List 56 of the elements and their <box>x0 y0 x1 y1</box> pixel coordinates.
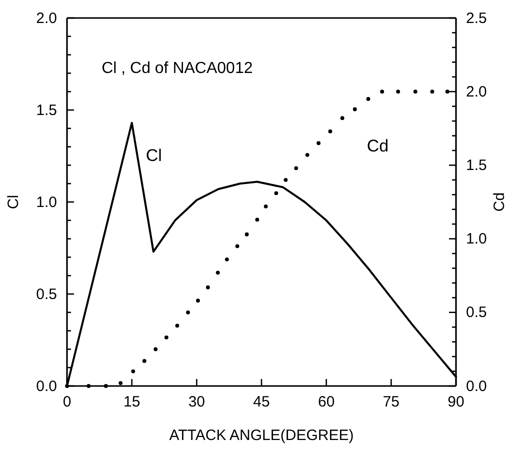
y-tick-label: 2.0 <box>36 10 57 27</box>
point <box>142 359 146 363</box>
point <box>340 116 344 120</box>
point <box>131 369 136 374</box>
point <box>274 191 278 196</box>
point <box>284 178 288 182</box>
series-label: Cd <box>366 136 389 156</box>
point <box>380 90 384 94</box>
point <box>294 166 298 170</box>
point <box>352 107 357 112</box>
point <box>316 141 321 146</box>
point <box>186 310 190 314</box>
y2-tick-label: 2.5 <box>466 10 487 27</box>
point <box>164 335 168 340</box>
y2-tick-label: 1.0 <box>466 230 487 248</box>
x-tick-label: 90 <box>448 394 464 411</box>
y-tick-label: 1.5 <box>36 102 57 119</box>
point <box>244 232 249 236</box>
x-tick-label: 75 <box>382 394 400 411</box>
y-tick-label: 1.0 <box>36 194 57 211</box>
point <box>154 347 158 352</box>
y2-axis-title: Cd <box>491 192 508 212</box>
y-axis-title: Cl <box>5 194 22 210</box>
point <box>413 90 418 94</box>
point <box>224 257 229 262</box>
text: Cl , Cd of NACA0012 <box>102 60 253 78</box>
series-label: Cl <box>146 146 162 165</box>
point <box>305 152 310 157</box>
point <box>196 298 200 303</box>
y-tick-label: 0.5 <box>36 286 57 303</box>
y2-tick-label: 1.5 <box>466 157 487 174</box>
point <box>206 285 210 290</box>
point <box>430 90 434 94</box>
point <box>264 204 268 208</box>
point <box>175 324 180 328</box>
y2-tick-label: 0.0 <box>466 378 487 395</box>
x-tick-label: 30 <box>188 394 206 411</box>
point <box>328 129 332 134</box>
x-tick-label: 45 <box>253 394 270 411</box>
point <box>445 90 450 94</box>
point <box>255 218 260 222</box>
x-tick-label: 0 <box>62 394 72 411</box>
x-tick-label: 15 <box>123 394 140 411</box>
y2-tick-label: 0.5 <box>466 304 487 322</box>
point <box>65 384 69 388</box>
point <box>366 97 370 101</box>
point <box>216 270 220 275</box>
point <box>396 90 400 94</box>
point <box>118 381 123 386</box>
point <box>104 384 108 388</box>
y-tick-label: 0.0 <box>36 378 57 395</box>
point <box>86 384 91 388</box>
point <box>235 244 240 248</box>
x-tick-label: 60 <box>318 394 335 411</box>
x-axis-title: ATTACK ANGLE(DEGREE) <box>169 427 354 444</box>
y2-tick-label: 2.0 <box>466 83 487 100</box>
